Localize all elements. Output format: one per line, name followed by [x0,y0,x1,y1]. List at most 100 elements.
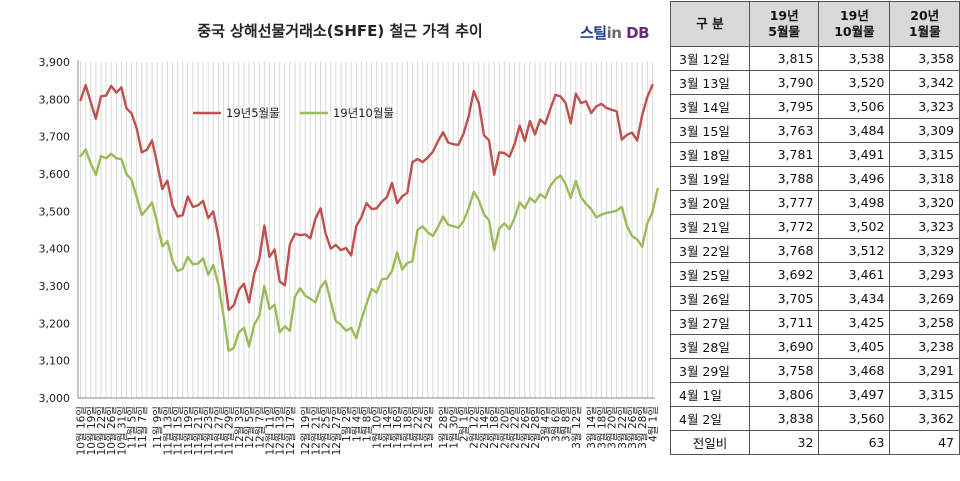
x-tick-label: 1월 4일 [350,406,363,442]
x-tick-label: 1월 28일 [437,406,450,449]
x-tick-label: 11월 29일 [223,406,236,455]
x-tick-label: 12월 21일 [309,406,322,455]
price-cell: 3,705 [748,286,820,311]
date-cell: 3월 15일 [670,118,750,143]
x-tick-label: 3월 28일 [636,406,649,449]
x-tick-label: 3월 22일 [616,406,629,449]
line-chart: 3,000 3,100 3,200 3,300 3,400 3,500 3,600 3,700… [39,56,660,455]
price-cell: 3,461 [818,262,891,287]
price-cell: 3,795 [748,94,820,119]
y-tick-label: 3,000 [39,392,71,405]
x-tick-label: 2월 26일 [519,406,532,449]
x-tick-label: 11월 5일 [126,406,139,449]
price-cell: 3,772 [748,214,820,239]
change-cell: 47 [889,430,960,455]
date-cell: 3월 21일 [670,214,750,239]
x-tick-label: 1월 14일 [381,406,394,449]
price-cell: 3,690 [748,334,820,359]
x-tick-label: 11월 23일 [202,406,215,455]
x-tick-label: 12월 7일 [253,406,266,449]
x-tick-label: 2월 1일 [458,406,471,442]
price-table-panel: 구 분 19년 5월물 19년 10월물 20년 1월물 3월 12일 3,815 3,5… [670,1,960,455]
price-cell: 3,763 [748,118,820,143]
date-cell: 3월 13일 [670,70,750,95]
date-cell: 3월 19일 [670,166,750,191]
price-cell: 3,496 [818,166,891,191]
header-cell-oct-contract: 19년 10월물 [818,1,891,47]
x-tick-label: 11월 9일 [151,406,164,449]
price-cell: 3,790 [748,70,820,95]
x-tick-label: 10월 26일 [105,406,118,455]
x-tick-label: 3월 6일 [549,406,562,442]
series-line-0 [79,83,654,312]
x-tick-label: 12월 19일 [299,406,312,455]
x-tick-label: 1월 10일 [371,406,384,449]
y-tick-label: 3,200 [39,317,71,330]
price-cell: 3,498 [818,190,891,215]
table-row: 3월 13일 3,790 3,520 3,342 [670,70,960,95]
y-tick-label: 3,300 [39,280,71,293]
x-tick-label: 12월 27일 [330,406,343,455]
x-tick-label: 10월 22일 [95,406,108,455]
y-tick-label: 3,900 [39,56,71,69]
price-table: 구 분 19년 5월물 19년 10월물 20년 1월물 3월 12일 3,815 3,5… [670,1,960,455]
y-tick-label: 3,100 [39,355,71,368]
y-tick-label: 3,800 [39,93,71,106]
x-tick-label: 12월 5일 [243,406,256,449]
date-cell: 3월 20일 [670,190,750,215]
x-tick-label: 1월 16일 [391,406,404,449]
steelindb-logo: 스틸in DB [580,24,650,42]
price-cell: 3,692 [748,262,820,287]
price-cell: 3,320 [889,190,960,215]
table-row: 3월 19일 3,788 3,496 3,318 [670,166,960,191]
date-cell: 4월 2일 [670,406,750,431]
header-cell-may-contract: 19년 5월물 [748,1,820,47]
price-cell: 3,362 [889,406,960,431]
x-tick-label: 2월 28일 [529,406,542,449]
date-cell: 3월 28일 [670,334,750,359]
summary-row: 전일비 32 63 47 [670,430,960,455]
price-cell: 3,425 [818,310,891,335]
table-row: 3월 20일 3,777 3,498 3,320 [670,190,960,215]
x-tick-label: 1월 30일 [447,406,460,449]
price-cell: 3,293 [889,262,960,287]
table-row: 4월 1일 3,806 3,497 3,315 [670,382,960,407]
price-cell: 3,468 [818,358,891,383]
price-cell: 3,318 [889,166,960,191]
table-row: 3월 12일 3,815 3,538 3,358 [670,46,960,71]
price-cell: 3,497 [818,382,891,407]
x-tick-label: 3월 18일 [595,406,608,449]
date-cell: 3월 25일 [670,262,750,287]
x-tick-label: 11월 21일 [192,406,205,455]
table-row: 3월 14일 3,795 3,506 3,323 [670,94,960,119]
price-cell: 3,309 [889,118,960,143]
price-cell: 3,484 [818,118,891,143]
date-cell: 3월 26일 [670,286,750,311]
x-tick-label: 12월 3일 [233,406,246,449]
price-cell: 3,291 [889,358,960,383]
date-cell: 3월 18일 [670,142,750,167]
chart-panel: 3,000 3,100 3,200 3,300 3,400 3,500 3,600 3,700… [39,22,660,455]
price-cell: 3,506 [818,94,891,119]
x-tick-label: 2월 18일 [488,406,501,449]
x-tick-label: 11월 27일 [212,406,225,455]
price-cell: 3,323 [889,94,960,119]
y-tick-label: 3,600 [39,168,71,181]
x-tick-label: 10월 31일 [115,406,128,455]
x-tick-label: 2월 22일 [509,406,522,449]
date-cell: 3월 22일 [670,238,750,263]
summary-label: 전일비 [670,430,750,455]
price-cell: 3,711 [748,310,820,335]
date-cell: 3월 29일 [670,358,750,383]
price-cell: 3,323 [889,214,960,239]
legend-label-0: 19년5월물 [226,106,280,120]
y-tick-label: 3,700 [39,131,71,144]
price-cell: 3,758 [748,358,820,383]
y-tick-label: 3,500 [39,205,71,218]
x-tick-label: 11월 7일 [136,406,149,449]
price-cell: 3,538 [818,46,891,71]
price-cell: 3,405 [818,334,891,359]
x-tick-label: 10월 16일 [75,406,88,455]
price-cell: 3,502 [818,214,891,239]
price-cell: 3,434 [818,286,891,311]
